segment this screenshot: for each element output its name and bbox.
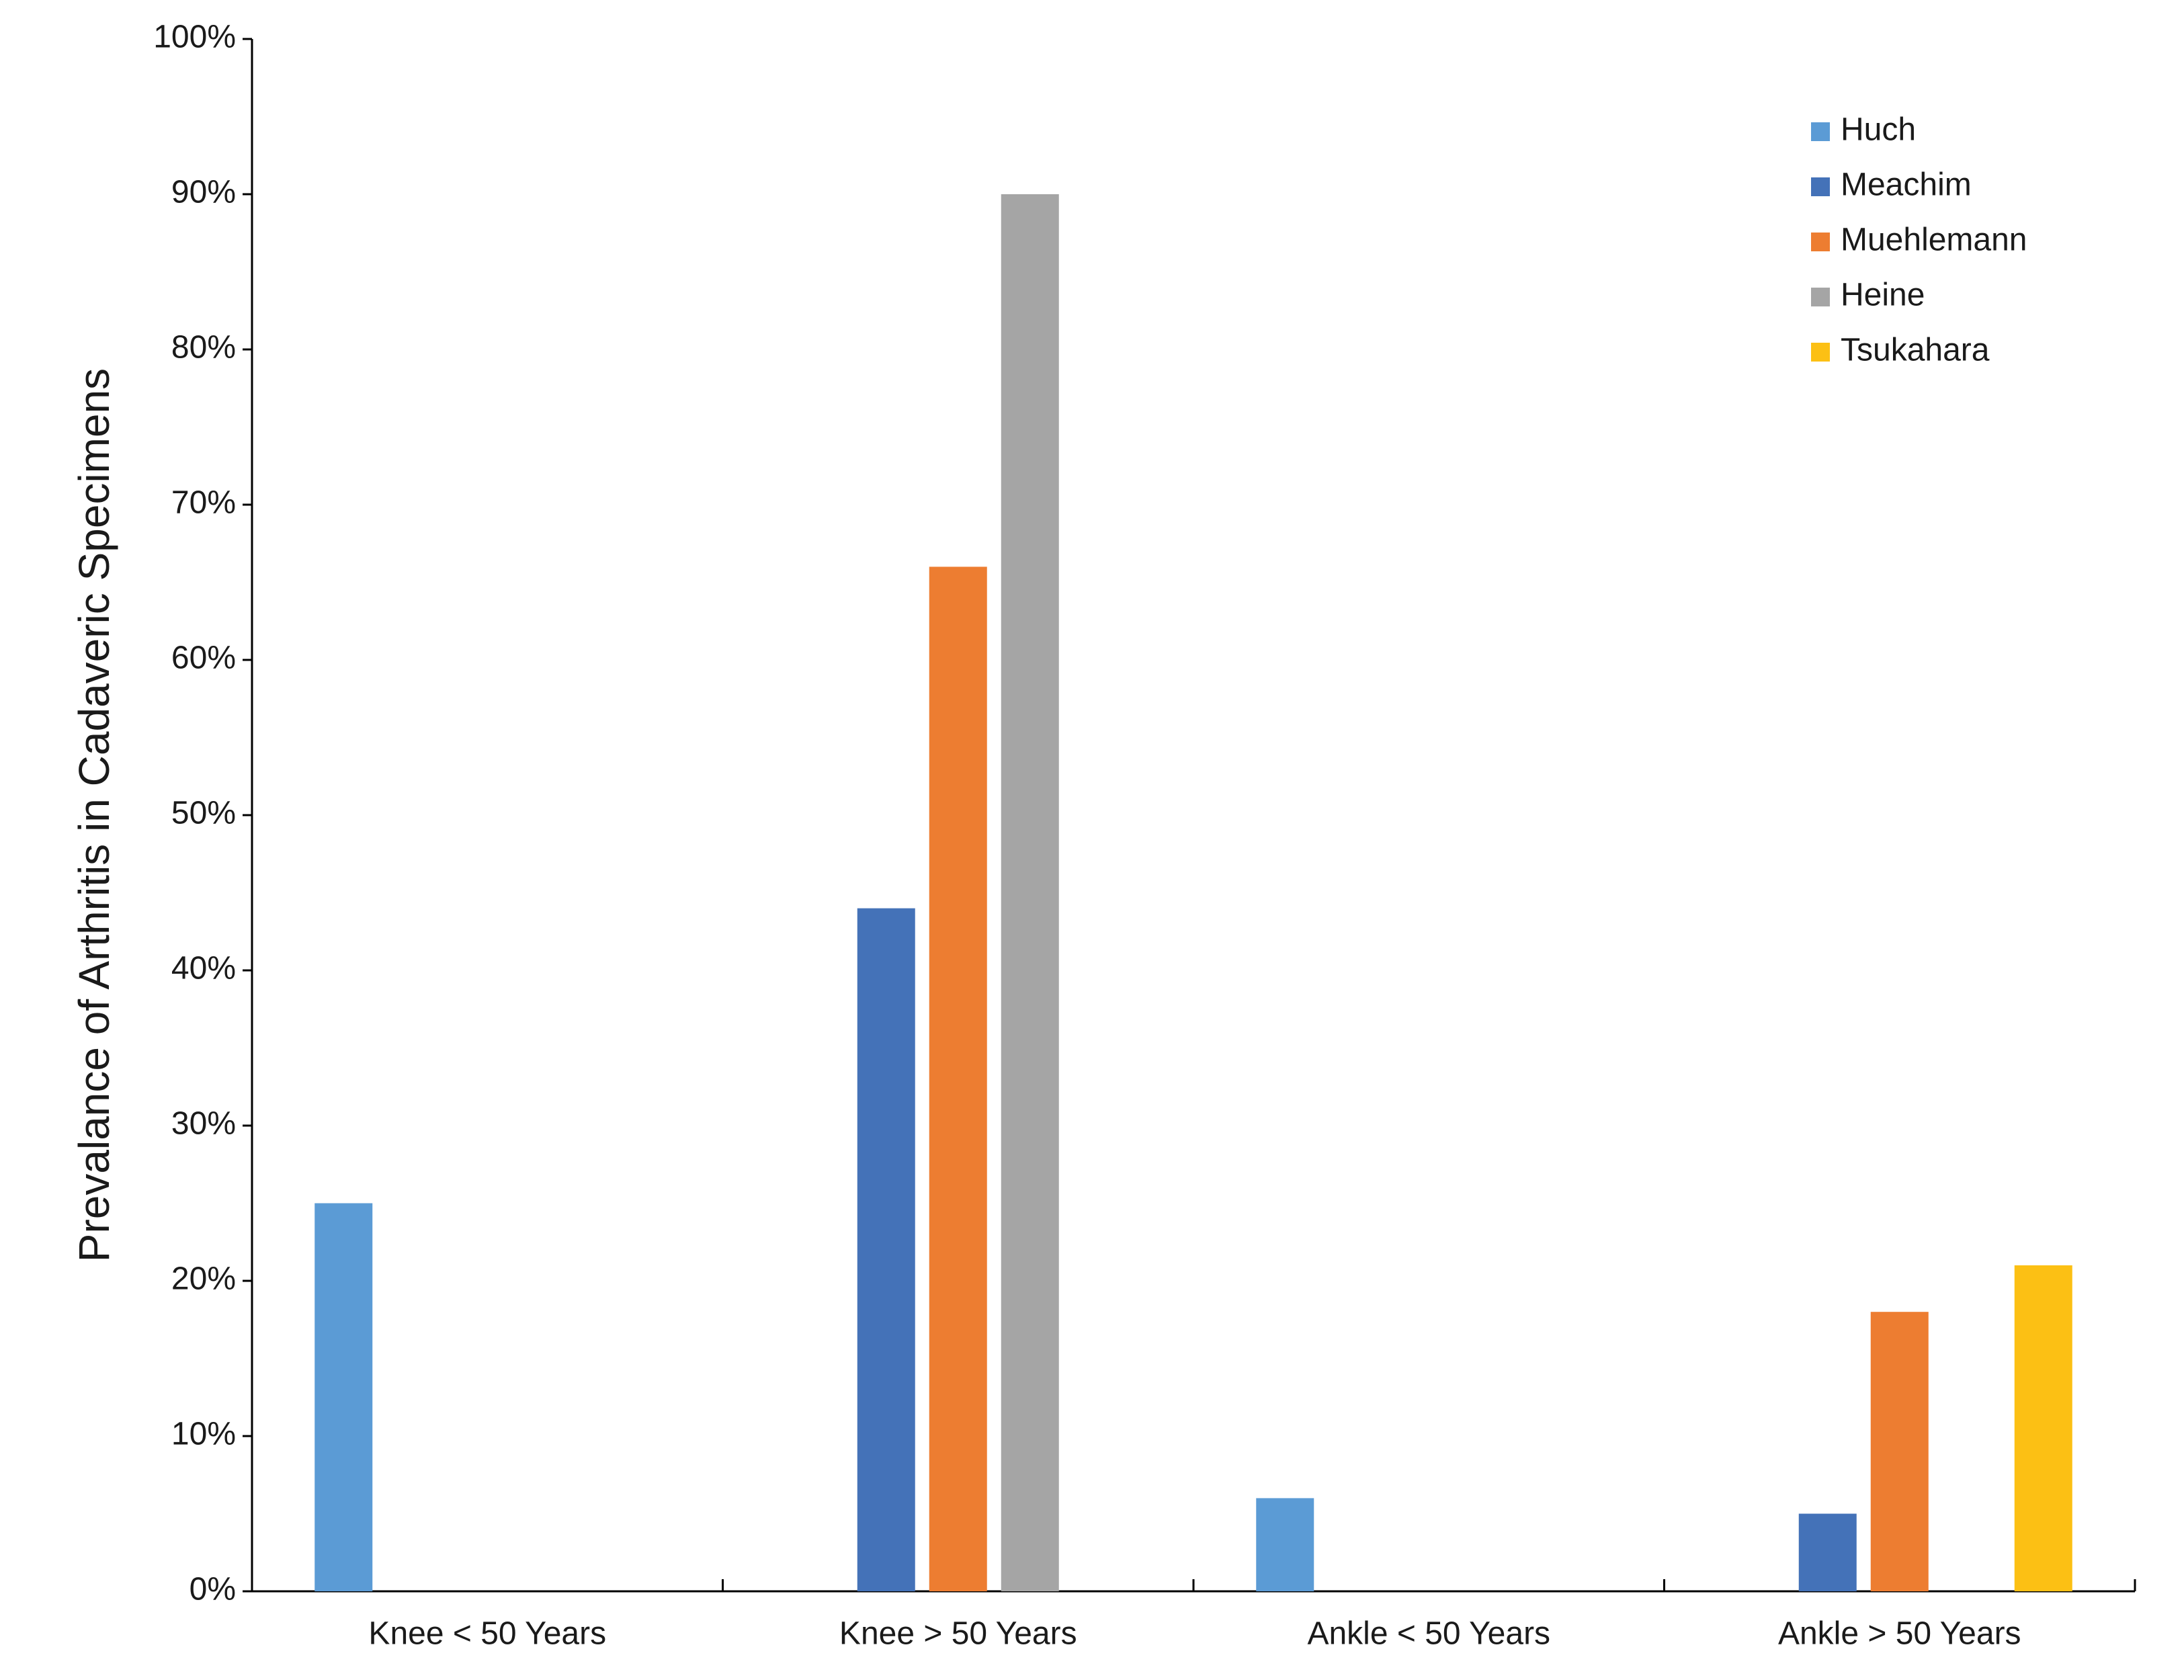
y-tick-label: 10% bbox=[171, 1417, 236, 1452]
y-axis-title: Prevalance of Arthritis in Cadaveric Spe… bbox=[70, 368, 118, 1262]
y-tick-label: 0% bbox=[190, 1572, 236, 1607]
y-tick-label: 50% bbox=[171, 796, 236, 831]
bar bbox=[1256, 1498, 1314, 1591]
legend-swatch bbox=[1811, 177, 1830, 196]
legend-label: Meachim bbox=[1841, 167, 1972, 203]
y-tick-label: 80% bbox=[171, 330, 236, 366]
bar bbox=[314, 1203, 373, 1591]
legend-label: Muehlemann bbox=[1841, 222, 2027, 258]
y-tick-label: 20% bbox=[171, 1261, 236, 1297]
bar bbox=[929, 566, 987, 1591]
x-tick-label: Knee < 50 Years bbox=[368, 1616, 606, 1652]
y-tick-label: 70% bbox=[171, 485, 236, 521]
y-tick-label: 30% bbox=[171, 1106, 236, 1142]
legend-label: Heine bbox=[1841, 278, 1925, 313]
x-tick-label: Ankle > 50 Years bbox=[1778, 1616, 2021, 1652]
bar bbox=[857, 908, 915, 1591]
bar bbox=[1798, 1513, 1857, 1591]
x-tick-label: Ankle < 50 Years bbox=[1307, 1616, 1550, 1652]
y-tick-label: 100% bbox=[153, 19, 236, 55]
bar bbox=[1870, 1312, 1929, 1591]
y-tick-label: 60% bbox=[171, 640, 236, 676]
bar bbox=[1001, 194, 1059, 1591]
legend-swatch bbox=[1811, 288, 1830, 306]
legend-swatch bbox=[1811, 343, 1830, 362]
x-tick-label: Knee > 50 Years bbox=[839, 1616, 1077, 1652]
y-tick-label: 40% bbox=[171, 951, 236, 986]
y-tick-label: 90% bbox=[171, 175, 236, 210]
legend-label: Huch bbox=[1841, 112, 1916, 148]
bar bbox=[2014, 1265, 2072, 1591]
legend-swatch bbox=[1811, 122, 1830, 141]
legend-swatch bbox=[1811, 233, 1830, 251]
legend-label: Tsukahara bbox=[1841, 333, 1990, 368]
